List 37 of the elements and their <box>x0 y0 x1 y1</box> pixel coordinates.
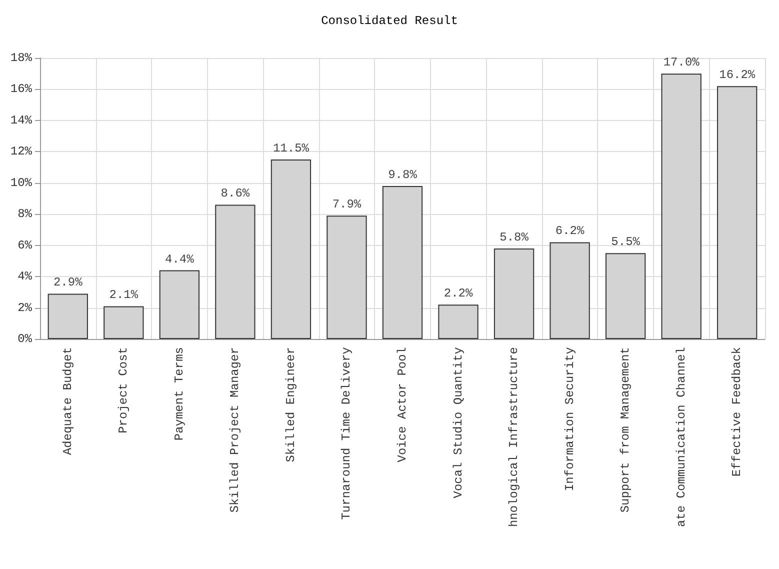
x-tick-label: Skilled Engineer <box>284 347 298 462</box>
data-label: 2.2% <box>444 286 474 301</box>
data-label: 4.4% <box>165 252 195 266</box>
y-tick-label: 2% <box>18 300 33 315</box>
data-label: 5.5% <box>611 235 641 250</box>
data-label: 16.2% <box>719 68 756 82</box>
y-tick-label: 16% <box>10 82 33 96</box>
data-label: 5.8% <box>500 230 530 244</box>
x-tick-label: Vocal Studio Quantity <box>451 347 466 498</box>
data-label: 17.0% <box>663 56 700 70</box>
data-label: 8.6% <box>220 186 250 201</box>
data-label: 11.5% <box>272 141 310 156</box>
x-tick-label: Project Cost <box>116 347 131 434</box>
data-label: 2.9% <box>53 276 84 290</box>
y-tick-label: 8% <box>18 207 33 222</box>
x-tick-label: Effective Feedback <box>730 347 744 477</box>
data-label: 6.2% <box>555 224 586 238</box>
x-tick-label: hnological Infrastructure <box>507 347 522 528</box>
y-tick-label: 6% <box>18 238 33 252</box>
data-label: 2.1% <box>109 288 139 302</box>
y-tick-label: 0% <box>18 332 33 346</box>
x-tick-label: Voice Actor Pool <box>396 347 410 462</box>
y-tick-label: 18% <box>10 51 33 65</box>
x-tick-label: ate Communication Channel <box>674 347 688 528</box>
y-tick-label: 12% <box>10 144 33 159</box>
y-tick-label: 4% <box>18 270 33 284</box>
x-tick-label: Adequate Budget <box>60 347 75 456</box>
y-tick-label: 14% <box>10 113 33 128</box>
x-tick-label: Turnaround Time Delivery <box>340 347 354 520</box>
x-tick-label: Support from Management <box>618 347 633 513</box>
data-label: 9.8% <box>388 168 418 182</box>
chart-title: Consolidated Result <box>321 14 458 28</box>
x-tick-label: Payment Terms <box>172 347 186 441</box>
y-tick-label: 10% <box>10 176 33 190</box>
data-label: 7.9% <box>332 198 362 212</box>
x-tick-label: Information Security <box>562 347 577 492</box>
x-tick-label: Skilled Project Manager <box>228 347 242 513</box>
